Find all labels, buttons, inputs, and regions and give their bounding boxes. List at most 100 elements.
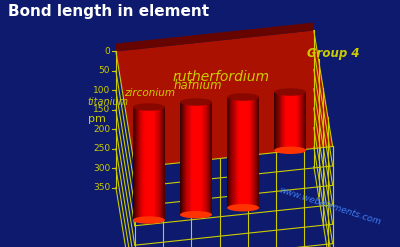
- Polygon shape: [200, 102, 201, 215]
- Polygon shape: [227, 97, 228, 208]
- Ellipse shape: [180, 211, 212, 218]
- Polygon shape: [136, 107, 137, 220]
- Polygon shape: [116, 30, 333, 167]
- Polygon shape: [304, 92, 305, 150]
- Polygon shape: [149, 107, 150, 220]
- Polygon shape: [192, 102, 193, 215]
- Polygon shape: [211, 102, 212, 215]
- Polygon shape: [239, 97, 240, 208]
- Text: zirconium: zirconium: [124, 88, 175, 98]
- Polygon shape: [197, 102, 198, 215]
- Polygon shape: [156, 107, 158, 220]
- Polygon shape: [148, 107, 149, 220]
- Text: 350: 350: [93, 183, 110, 192]
- Polygon shape: [282, 92, 283, 150]
- Text: titanium: titanium: [87, 97, 128, 107]
- Polygon shape: [196, 102, 197, 215]
- Polygon shape: [290, 92, 291, 150]
- Polygon shape: [160, 107, 161, 220]
- Polygon shape: [274, 92, 275, 150]
- Polygon shape: [231, 97, 232, 208]
- Polygon shape: [229, 97, 230, 208]
- Polygon shape: [283, 92, 284, 150]
- Polygon shape: [150, 107, 151, 220]
- Polygon shape: [182, 102, 183, 215]
- Polygon shape: [133, 107, 134, 220]
- Polygon shape: [164, 107, 165, 220]
- Ellipse shape: [274, 146, 306, 154]
- Polygon shape: [210, 102, 211, 215]
- Polygon shape: [300, 92, 301, 150]
- Polygon shape: [302, 92, 303, 150]
- Polygon shape: [202, 102, 204, 215]
- Text: 0: 0: [104, 47, 110, 56]
- Polygon shape: [281, 92, 282, 150]
- Polygon shape: [190, 102, 191, 215]
- Polygon shape: [278, 92, 280, 150]
- Text: pm: pm: [88, 115, 106, 124]
- Text: www.webelements.com: www.webelements.com: [278, 185, 382, 227]
- Polygon shape: [303, 92, 304, 150]
- Polygon shape: [198, 102, 199, 215]
- Polygon shape: [289, 92, 290, 150]
- Polygon shape: [161, 107, 162, 220]
- Polygon shape: [152, 107, 153, 220]
- Text: Bond length in element: Bond length in element: [8, 4, 209, 19]
- Polygon shape: [250, 97, 251, 208]
- Polygon shape: [257, 97, 258, 208]
- Polygon shape: [135, 107, 136, 220]
- Polygon shape: [145, 107, 146, 220]
- Polygon shape: [138, 107, 139, 220]
- Polygon shape: [163, 107, 164, 220]
- Polygon shape: [299, 92, 300, 150]
- Ellipse shape: [133, 103, 165, 111]
- Polygon shape: [185, 102, 186, 215]
- Polygon shape: [275, 92, 276, 150]
- Polygon shape: [134, 107, 135, 220]
- Polygon shape: [194, 102, 195, 215]
- Polygon shape: [284, 92, 285, 150]
- Polygon shape: [238, 97, 239, 208]
- Polygon shape: [232, 97, 234, 208]
- Polygon shape: [206, 102, 207, 215]
- Polygon shape: [248, 97, 250, 208]
- Polygon shape: [254, 97, 255, 208]
- Polygon shape: [296, 92, 297, 150]
- Text: 300: 300: [93, 164, 110, 173]
- Polygon shape: [258, 97, 259, 208]
- Polygon shape: [158, 107, 160, 220]
- Polygon shape: [186, 102, 188, 215]
- Polygon shape: [195, 102, 196, 215]
- Polygon shape: [287, 92, 288, 150]
- Polygon shape: [181, 102, 182, 215]
- Text: 250: 250: [93, 144, 110, 153]
- Polygon shape: [305, 92, 306, 150]
- Polygon shape: [191, 102, 192, 215]
- Polygon shape: [155, 107, 156, 220]
- Polygon shape: [251, 97, 252, 208]
- Polygon shape: [142, 107, 144, 220]
- Polygon shape: [137, 107, 138, 220]
- Polygon shape: [253, 97, 254, 208]
- Polygon shape: [291, 92, 292, 150]
- Polygon shape: [153, 107, 154, 220]
- Ellipse shape: [274, 88, 306, 96]
- Polygon shape: [243, 97, 244, 208]
- Text: Group 4: Group 4: [307, 47, 360, 60]
- Polygon shape: [144, 107, 145, 220]
- Polygon shape: [244, 97, 245, 208]
- Polygon shape: [298, 92, 299, 150]
- Polygon shape: [240, 97, 241, 208]
- Ellipse shape: [227, 204, 259, 211]
- Text: 200: 200: [93, 125, 110, 134]
- Polygon shape: [297, 92, 298, 150]
- Polygon shape: [280, 92, 281, 150]
- Polygon shape: [188, 102, 190, 215]
- Polygon shape: [234, 97, 236, 208]
- Polygon shape: [255, 97, 256, 208]
- Polygon shape: [286, 92, 287, 150]
- Polygon shape: [256, 97, 257, 208]
- Polygon shape: [228, 97, 229, 208]
- Ellipse shape: [227, 93, 259, 101]
- Polygon shape: [301, 92, 302, 150]
